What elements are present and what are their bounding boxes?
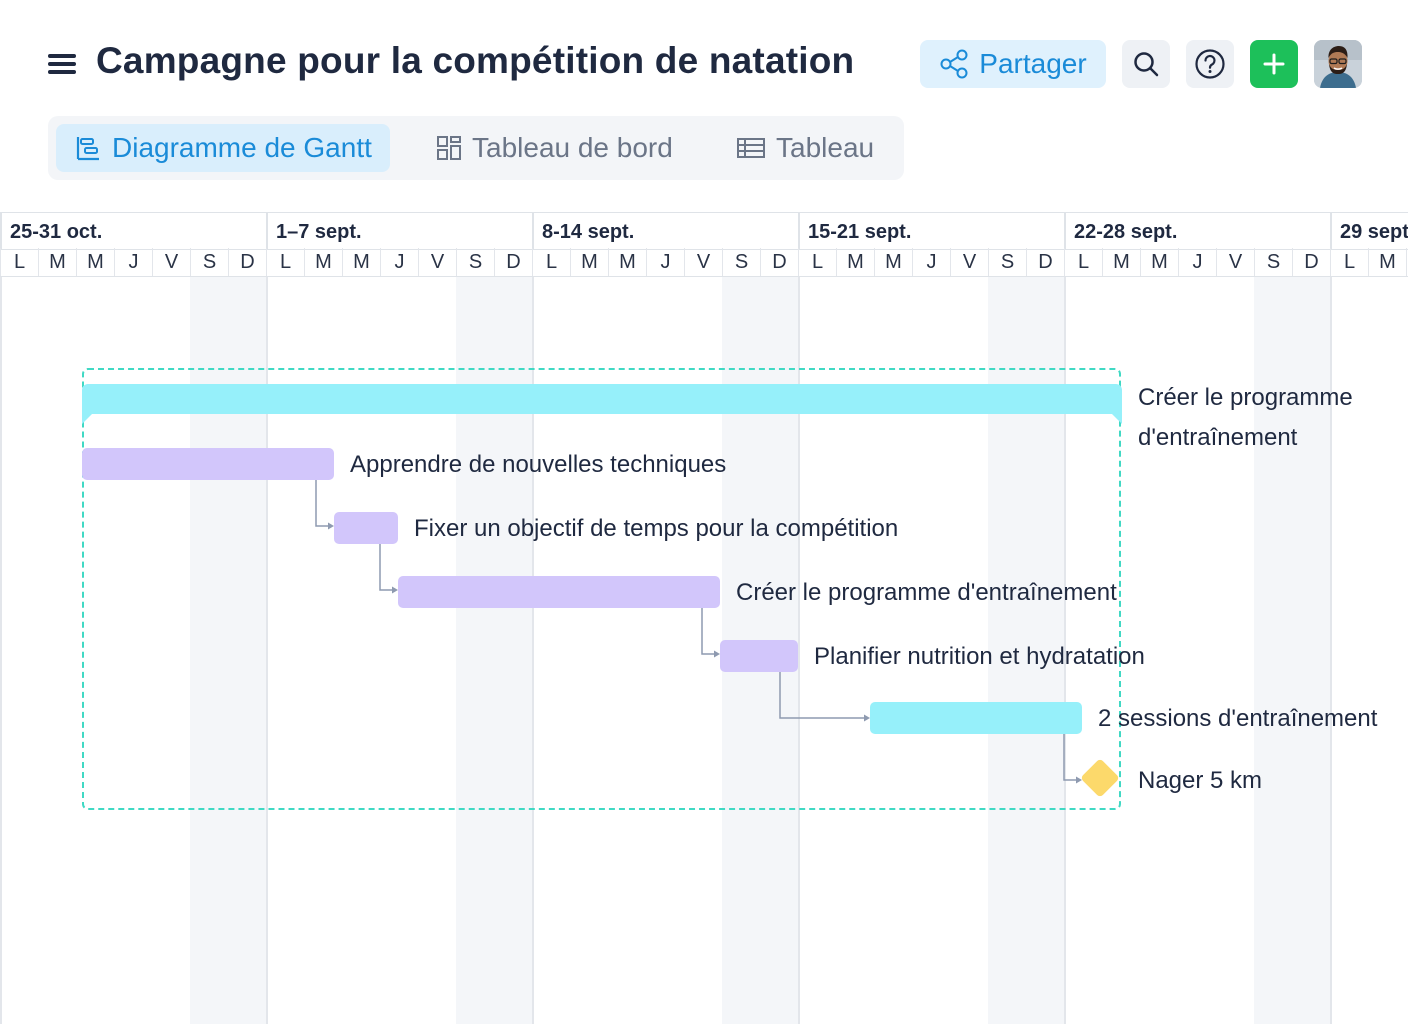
task-label: 2 sessions d'entraînement [1098,705,1378,732]
menu-icon[interactable] [48,54,76,74]
day-label: M [1102,248,1140,276]
task-bar[interactable] [870,702,1082,734]
week-label: 8-14 sept. [532,213,798,249]
share-button[interactable]: Partager [920,40,1106,88]
day-label: L [0,248,38,276]
gantt-chart: 25-31 oct. 1–7 sept. 8-14 sept. 15-21 se… [0,212,1408,1024]
day-label: L [798,248,836,276]
day-label: D [494,248,532,276]
day-label: S [190,248,228,276]
search-icon [1134,52,1159,77]
day-label: M [1368,248,1406,276]
day-label: V [950,248,988,276]
day-label: J [912,248,950,276]
group-selection-outline [82,368,1121,810]
add-button[interactable] [1250,40,1298,88]
week-label: 15-21 sept. [798,213,1064,249]
day-label: V [1216,248,1254,276]
task-label: Créer le programme d'entraînement [736,579,1117,606]
day-label: L [266,248,304,276]
table-icon [737,138,765,158]
page-title: Campagne pour la compétition de natation [96,40,855,81]
day-label: J [114,248,152,276]
day-label: V [418,248,456,276]
day-header: LMMJVSDLMMJVSDLMMJVSDLMMJVSDLMMJVSDLMM [0,248,1408,277]
day-label: M [608,248,646,276]
day-label: D [760,248,798,276]
day-label: M [874,248,912,276]
tab-dashboard[interactable]: Tableau de bord [436,124,673,172]
week-label: 25-31 oct. [0,213,266,249]
dependency-arrows [315,480,1082,784]
view-tabs: Diagramme de Gantt Tableau de bord Table… [48,116,904,180]
day-label: S [988,248,1026,276]
group-label-line-2: d'entraînement [1138,424,1298,451]
day-label: M [570,248,608,276]
day-label: J [380,248,418,276]
user-avatar[interactable] [1314,40,1362,88]
day-label: M [76,248,114,276]
week-label: 29 sept [1330,213,1408,249]
tab-table-label: Tableau [776,132,875,163]
share-icon [940,49,968,79]
plus-icon [1263,53,1285,75]
week-divider [1330,276,1332,1024]
group-label-line-1: Créer le programme [1138,384,1353,411]
milestone-label: Nager 5 km [1138,767,1263,794]
week-divider [266,276,268,1024]
task-bar[interactable] [398,576,720,608]
day-label: M [1140,248,1178,276]
task-bar[interactable] [82,448,334,480]
week-divider [532,276,534,1024]
day-label: M [342,248,380,276]
day-label: S [1254,248,1292,276]
day-label: M [304,248,342,276]
task-bar[interactable] [334,512,398,544]
day-label: L [1064,248,1102,276]
day-label: D [228,248,266,276]
help-button[interactable] [1186,40,1234,88]
week-divider [0,276,2,1024]
week-divider [798,276,800,1024]
day-label: V [684,248,722,276]
day-label: D [1292,248,1330,276]
gantt-icon [76,137,99,161]
summary-bar[interactable] [82,384,1122,414]
day-label: L [1330,248,1368,276]
day-label: L [532,248,570,276]
share-label: Partager [979,48,1087,79]
week-divider [1064,276,1066,1024]
day-label: J [646,248,684,276]
tab-gantt-label: Diagramme de Gantt [112,132,372,163]
day-label: D [1026,248,1064,276]
task-label: Apprendre de nouvelles techniques [350,451,727,478]
day-label: M [1406,248,1408,276]
search-button[interactable] [1122,40,1170,88]
week-label: 22-28 sept. [1064,213,1330,249]
day-label: M [836,248,874,276]
task-label: Fixer un objectif de temps pour la compé… [414,515,899,542]
day-label: V [152,248,190,276]
day-label: J [1178,248,1216,276]
tab-table[interactable]: Tableau [736,124,874,172]
week-header: 25-31 oct. 1–7 sept. 8-14 sept. 15-21 se… [0,212,1408,250]
task-bar[interactable] [720,640,798,672]
day-label: M [38,248,76,276]
tab-gantt[interactable]: Diagramme de Gantt [56,124,390,172]
day-label: S [722,248,760,276]
summary-bar-cap [1112,414,1122,424]
summary-bar-cap [82,414,92,424]
task-label: Planifier nutrition et hydratation [814,643,1145,670]
day-label: S [456,248,494,276]
dashboard-icon [437,136,461,160]
help-icon [1195,49,1225,79]
tab-dashboard-label: Tableau de bord [472,132,673,163]
weekend-column [1254,276,1330,1024]
week-label: 1–7 sept. [266,213,532,249]
